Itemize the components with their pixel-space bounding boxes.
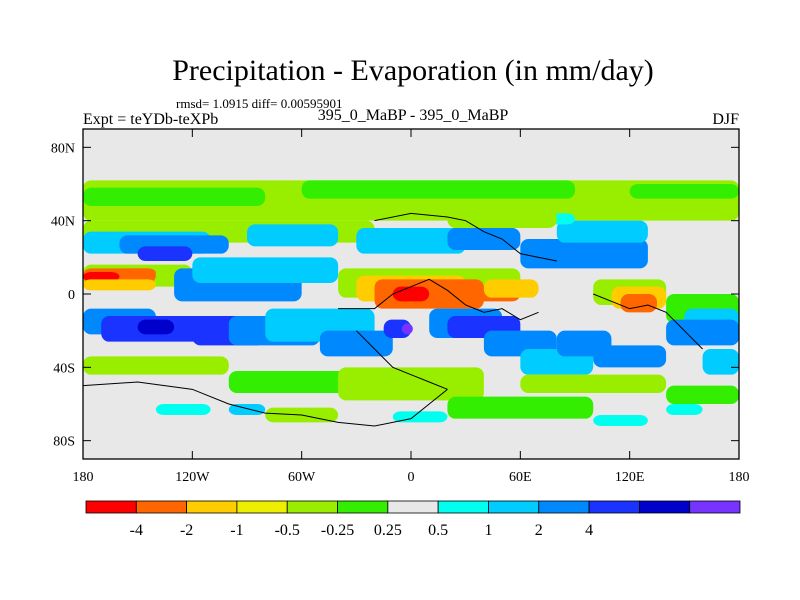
field-patch-16 — [356, 228, 466, 254]
field-patch-11 — [83, 272, 120, 282]
field-patch-52 — [338, 367, 484, 401]
y-axis: 80N 40N 0 40S 80S — [51, 141, 739, 450]
y-tick-label-4: 80S — [53, 435, 75, 450]
pe-field — [83, 180, 739, 426]
field-patch-1 — [83, 187, 266, 206]
colorbar-label-6: 0.5 — [428, 522, 448, 539]
colorbar-box-0 — [85, 500, 137, 514]
field-patch-19 — [556, 220, 648, 243]
field-patch-47 — [593, 345, 667, 368]
x-tick-label-5: 120E — [615, 470, 645, 485]
colorbar-label-3: -0.5 — [275, 522, 300, 539]
coastline-4 — [355, 330, 448, 390]
field-patch-61 — [666, 404, 703, 415]
x-tick-label-2: 60W — [288, 470, 316, 485]
colorbar-box-10 — [588, 500, 640, 514]
field-patch-12 — [83, 279, 156, 291]
colorbar-box-11 — [638, 500, 691, 514]
field-patch-21 — [447, 209, 557, 228]
field-patch-8 — [137, 246, 193, 261]
colorbar-label-7: 1 — [484, 522, 492, 539]
season-label: DJF — [712, 111, 739, 128]
field-patch-35 — [137, 319, 175, 335]
field-patch-27 — [483, 279, 539, 298]
y-tick-label-3: 40S — [53, 361, 75, 376]
colorbar-box-5 — [337, 500, 389, 514]
colorbar-label-9: 4 — [585, 522, 593, 539]
field-patch-15 — [192, 257, 339, 283]
x-tick-label-6: 180 — [729, 470, 750, 485]
y-tick-label-2: 0 — [68, 288, 75, 303]
field-patch-51 — [228, 371, 375, 393]
chart-title: Precipitation - Evaporation (in mm/day) — [172, 54, 654, 87]
colorbar-label-5: 0.25 — [374, 522, 402, 539]
colorbar-box-2 — [186, 500, 238, 514]
field-patch-39 — [319, 330, 393, 357]
colorbar-label-4: -0.25 — [321, 522, 354, 539]
coastline-1 — [374, 212, 557, 262]
field-patch-18 — [520, 239, 648, 269]
colorbar-box-9 — [538, 500, 590, 514]
field-patch-7 — [247, 224, 339, 247]
subtitle-label: 395_0_MaBP - 395_0_MaBP — [318, 107, 509, 124]
colorbar-box-12 — [689, 500, 741, 514]
colorbar: -4 -2 -1 -0.5 -0.25 0.25 0.5 1 2 4 — [85, 500, 741, 539]
y-tick-label-1: 40N — [51, 215, 75, 230]
field-patch-49 — [702, 349, 739, 375]
map-area — [82, 128, 740, 460]
colorbar-box-4 — [286, 500, 338, 514]
colorbar-label-1: -2 — [180, 522, 193, 539]
field-patch-60 — [593, 415, 648, 426]
x-axis: 180 120W 60W 0 60E 120E 180 — [73, 129, 750, 485]
field-patch-54 — [520, 374, 667, 393]
field-patch-13 — [119, 268, 156, 278]
stats-label: rmsd= 1.0915 diff= 0.00595901 — [176, 96, 342, 111]
x-tick-label-1: 120W — [175, 470, 210, 485]
continent-outlines — [83, 212, 703, 427]
field-patch-53 — [447, 396, 594, 419]
x-tick-label-0: 180 — [73, 470, 94, 485]
colorbar-box-3 — [236, 500, 288, 514]
coastline-2 — [338, 278, 539, 321]
field-patch-2 — [301, 180, 575, 199]
colorbar-label-2: -1 — [230, 522, 243, 539]
field-patch-48 — [666, 319, 739, 346]
field-patch-41 — [401, 323, 413, 335]
colorbar-label-0: -4 — [130, 522, 143, 539]
field-patch-25 — [392, 286, 430, 302]
colorbar-box-6 — [387, 500, 439, 514]
x-tick-label-3: 0 — [408, 470, 415, 485]
experiment-label: Expt = teYDb-teXPb — [83, 111, 218, 128]
field-patch-57 — [155, 404, 211, 415]
x-tick-label-4: 60E — [509, 470, 532, 485]
field-patch-50 — [83, 356, 229, 375]
coastline-3 — [593, 293, 703, 350]
field-patch-17 — [447, 228, 521, 250]
colorbar-box-8 — [488, 500, 540, 514]
coastline-0 — [83, 381, 448, 427]
field-patch-55 — [666, 385, 739, 404]
colorbar-box-7 — [437, 500, 489, 514]
colorbar-box-1 — [135, 500, 188, 514]
field-patch-30 — [620, 294, 657, 313]
colorbar-label-8: 2 — [535, 522, 543, 539]
y-tick-label-0: 80N — [51, 141, 75, 156]
field-patch-3 — [629, 184, 739, 199]
field-patch-40 — [383, 319, 411, 338]
